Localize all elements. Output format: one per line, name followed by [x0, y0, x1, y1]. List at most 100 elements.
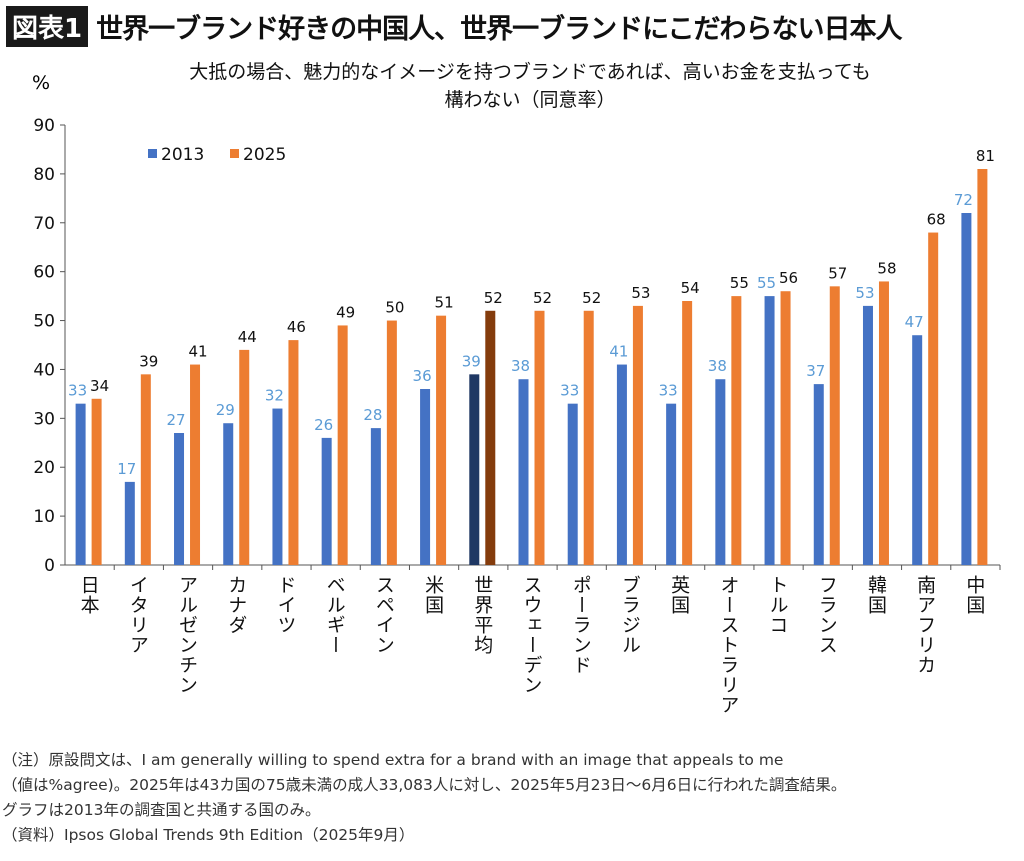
data-label-2025: 52 — [582, 289, 601, 307]
bar-2025 — [485, 310, 496, 565]
y-axis-unit: % — [32, 72, 51, 94]
bar-2025 — [337, 325, 348, 565]
x-tick-label: ドイツ — [274, 575, 296, 635]
bar-2025 — [534, 310, 545, 565]
y-tick-label: 30 — [33, 409, 55, 429]
x-tick-label: 世界平均 — [471, 575, 493, 655]
data-label-2025: 49 — [336, 303, 355, 321]
x-tick-label: カナダ — [225, 575, 247, 635]
bar-2025 — [878, 281, 889, 565]
data-label-2025: 52 — [484, 289, 503, 307]
bar-2013 — [124, 481, 135, 565]
data-label-2013: 38 — [708, 357, 727, 375]
x-tick-label: ベルギー — [324, 575, 346, 655]
data-label-2013: 33 — [68, 382, 87, 400]
figure-title: 世界一ブランド好きの中国人、世界一ブランドにこだわらない日本人 — [96, 14, 902, 45]
bar-2025 — [682, 301, 693, 565]
y-tick-label: 40 — [33, 360, 55, 380]
y-tick-label: 50 — [33, 312, 55, 332]
y-tick-label: 90 — [33, 116, 55, 136]
bar-2013 — [174, 433, 185, 565]
header: 図表1 世界一ブランド好きの中国人、世界一ブランドにこだわらない日本人 — [6, 6, 903, 47]
bar-2013 — [862, 305, 873, 565]
bar-2025 — [140, 374, 151, 565]
x-tick-label: アルゼンチン — [176, 575, 198, 695]
x-tick-label: トルコ — [767, 575, 789, 635]
bar-2013 — [666, 403, 677, 565]
data-label-2013: 27 — [166, 411, 185, 429]
data-label-2013: 41 — [609, 343, 628, 361]
legend-swatch-2013 — [148, 149, 157, 158]
bar-2025 — [829, 286, 840, 565]
data-label-2025: 34 — [90, 377, 109, 395]
bar-2013 — [567, 403, 578, 565]
bar-2025 — [91, 398, 102, 565]
bar-2025 — [288, 340, 299, 565]
data-label-2013: 53 — [855, 284, 874, 302]
data-label-2025: 52 — [533, 289, 552, 307]
bar-2013 — [518, 379, 529, 565]
bar-2025 — [583, 310, 594, 565]
data-label-2013: 55 — [757, 274, 776, 292]
y-tick-label: 80 — [33, 165, 55, 185]
bar-2013 — [370, 428, 381, 565]
data-label-2013: 33 — [659, 382, 678, 400]
bar-2025 — [190, 364, 201, 565]
bar-2025 — [436, 315, 447, 565]
data-label-2025: 46 — [287, 318, 306, 336]
y-tick-label: 0 — [44, 556, 55, 576]
data-label-2025: 41 — [188, 343, 207, 361]
bar-2025 — [386, 320, 397, 565]
data-label-2013: 47 — [905, 313, 924, 331]
x-tick-label: 南アフリカ — [914, 575, 936, 675]
bar-2013 — [616, 364, 627, 565]
data-label-2025: 68 — [927, 211, 946, 229]
bar-2013 — [469, 374, 480, 565]
note-line: （注）原設問文は、I am generally willing to spend… — [2, 751, 784, 769]
x-tick-label: 韓国 — [865, 575, 887, 615]
x-tick-label: 英国 — [668, 575, 690, 615]
note-line: （値は%agree)。2025年は43カ国の75歳未満の成人33,083人に対し… — [2, 776, 847, 794]
data-label-2025: 57 — [828, 264, 847, 282]
bar-2013 — [420, 389, 431, 565]
note-line: グラフは2013年の調査国と共通する国のみ。 — [2, 801, 321, 819]
note-line: （資料）Ipsos Global Trends 9th Edition（2025… — [2, 826, 415, 844]
bar-2013 — [321, 437, 332, 565]
data-label-2025: 51 — [435, 294, 454, 312]
bar-2013 — [715, 379, 726, 565]
data-label-2025: 39 — [139, 352, 158, 370]
chart-title: 大抵の場合、魅力的なイメージを持つブランドであれば、高いお金を支払っても 構わな… — [100, 58, 960, 114]
bar-2025 — [928, 232, 939, 566]
data-label-2013: 26 — [314, 416, 333, 434]
x-tick-label: ポーランド — [570, 575, 592, 675]
data-label-2013: 36 — [413, 367, 432, 385]
bar-2025 — [780, 291, 791, 565]
data-label-2013: 39 — [462, 352, 481, 370]
y-tick-label: 20 — [33, 458, 55, 478]
data-label-2025: 50 — [385, 299, 404, 317]
legend-swatch-2025 — [230, 149, 239, 158]
x-tick-label: スウェーデン — [521, 575, 543, 695]
bar-2025 — [632, 305, 643, 565]
data-label-2025: 81 — [976, 147, 995, 165]
bar-2013 — [223, 423, 234, 565]
data-label-2013: 32 — [265, 387, 284, 405]
data-label-2013: 29 — [216, 401, 235, 419]
y-tick-label: 10 — [33, 507, 55, 527]
bar-2025 — [239, 349, 250, 565]
data-label-2025: 54 — [681, 279, 700, 297]
data-label-2025: 44 — [238, 328, 257, 346]
x-tick-label: スペイン — [373, 575, 395, 655]
bar-2013 — [75, 403, 86, 565]
x-tick-label: ブラジル — [619, 575, 641, 655]
x-tick-label: フランス — [816, 575, 838, 655]
data-label-2013: 17 — [117, 460, 136, 478]
x-tick-label: 日本 — [78, 575, 100, 615]
y-tick-label: 60 — [33, 263, 55, 283]
bar-2025 — [977, 169, 988, 565]
x-tick-label: イタリア — [127, 575, 149, 655]
x-tick-label: オーストラリア — [717, 575, 739, 715]
data-label-2013: 38 — [511, 357, 530, 375]
bar-2013 — [272, 408, 283, 565]
